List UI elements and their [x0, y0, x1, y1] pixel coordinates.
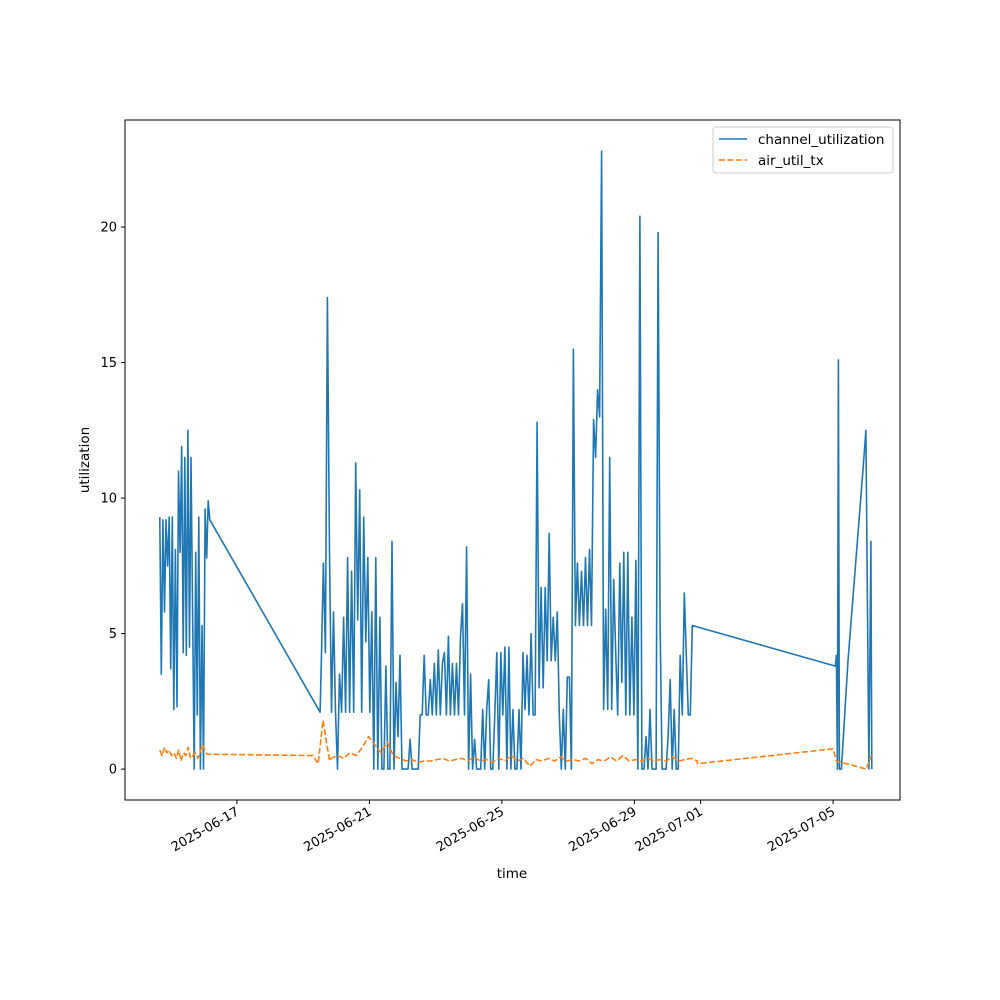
y-axis: 0 5 10 15 20	[100, 221, 125, 778]
legend: channel_utilization air_util_tx	[712, 126, 894, 174]
legend-label-air-util-tx: air_util_tx	[758, 153, 824, 169]
y-axis-label: utilization	[77, 427, 93, 493]
series-line-air-util-tx	[159, 719, 872, 770]
y-tick-label: 10	[100, 492, 117, 507]
plot-frame	[124, 119, 901, 801]
x-axis-label: time	[497, 866, 528, 882]
legend-box	[712, 126, 894, 174]
y-tick-label: 0	[109, 763, 117, 778]
y-tick-label: 5	[109, 627, 117, 642]
legend-label-channel-utilization: channel_utilization	[758, 132, 885, 148]
series-layer	[159, 150, 873, 770]
series-line-channel-utilization	[159, 150, 873, 770]
y-tick-label: 20	[100, 221, 117, 236]
y-tick-label: 15	[100, 356, 117, 371]
